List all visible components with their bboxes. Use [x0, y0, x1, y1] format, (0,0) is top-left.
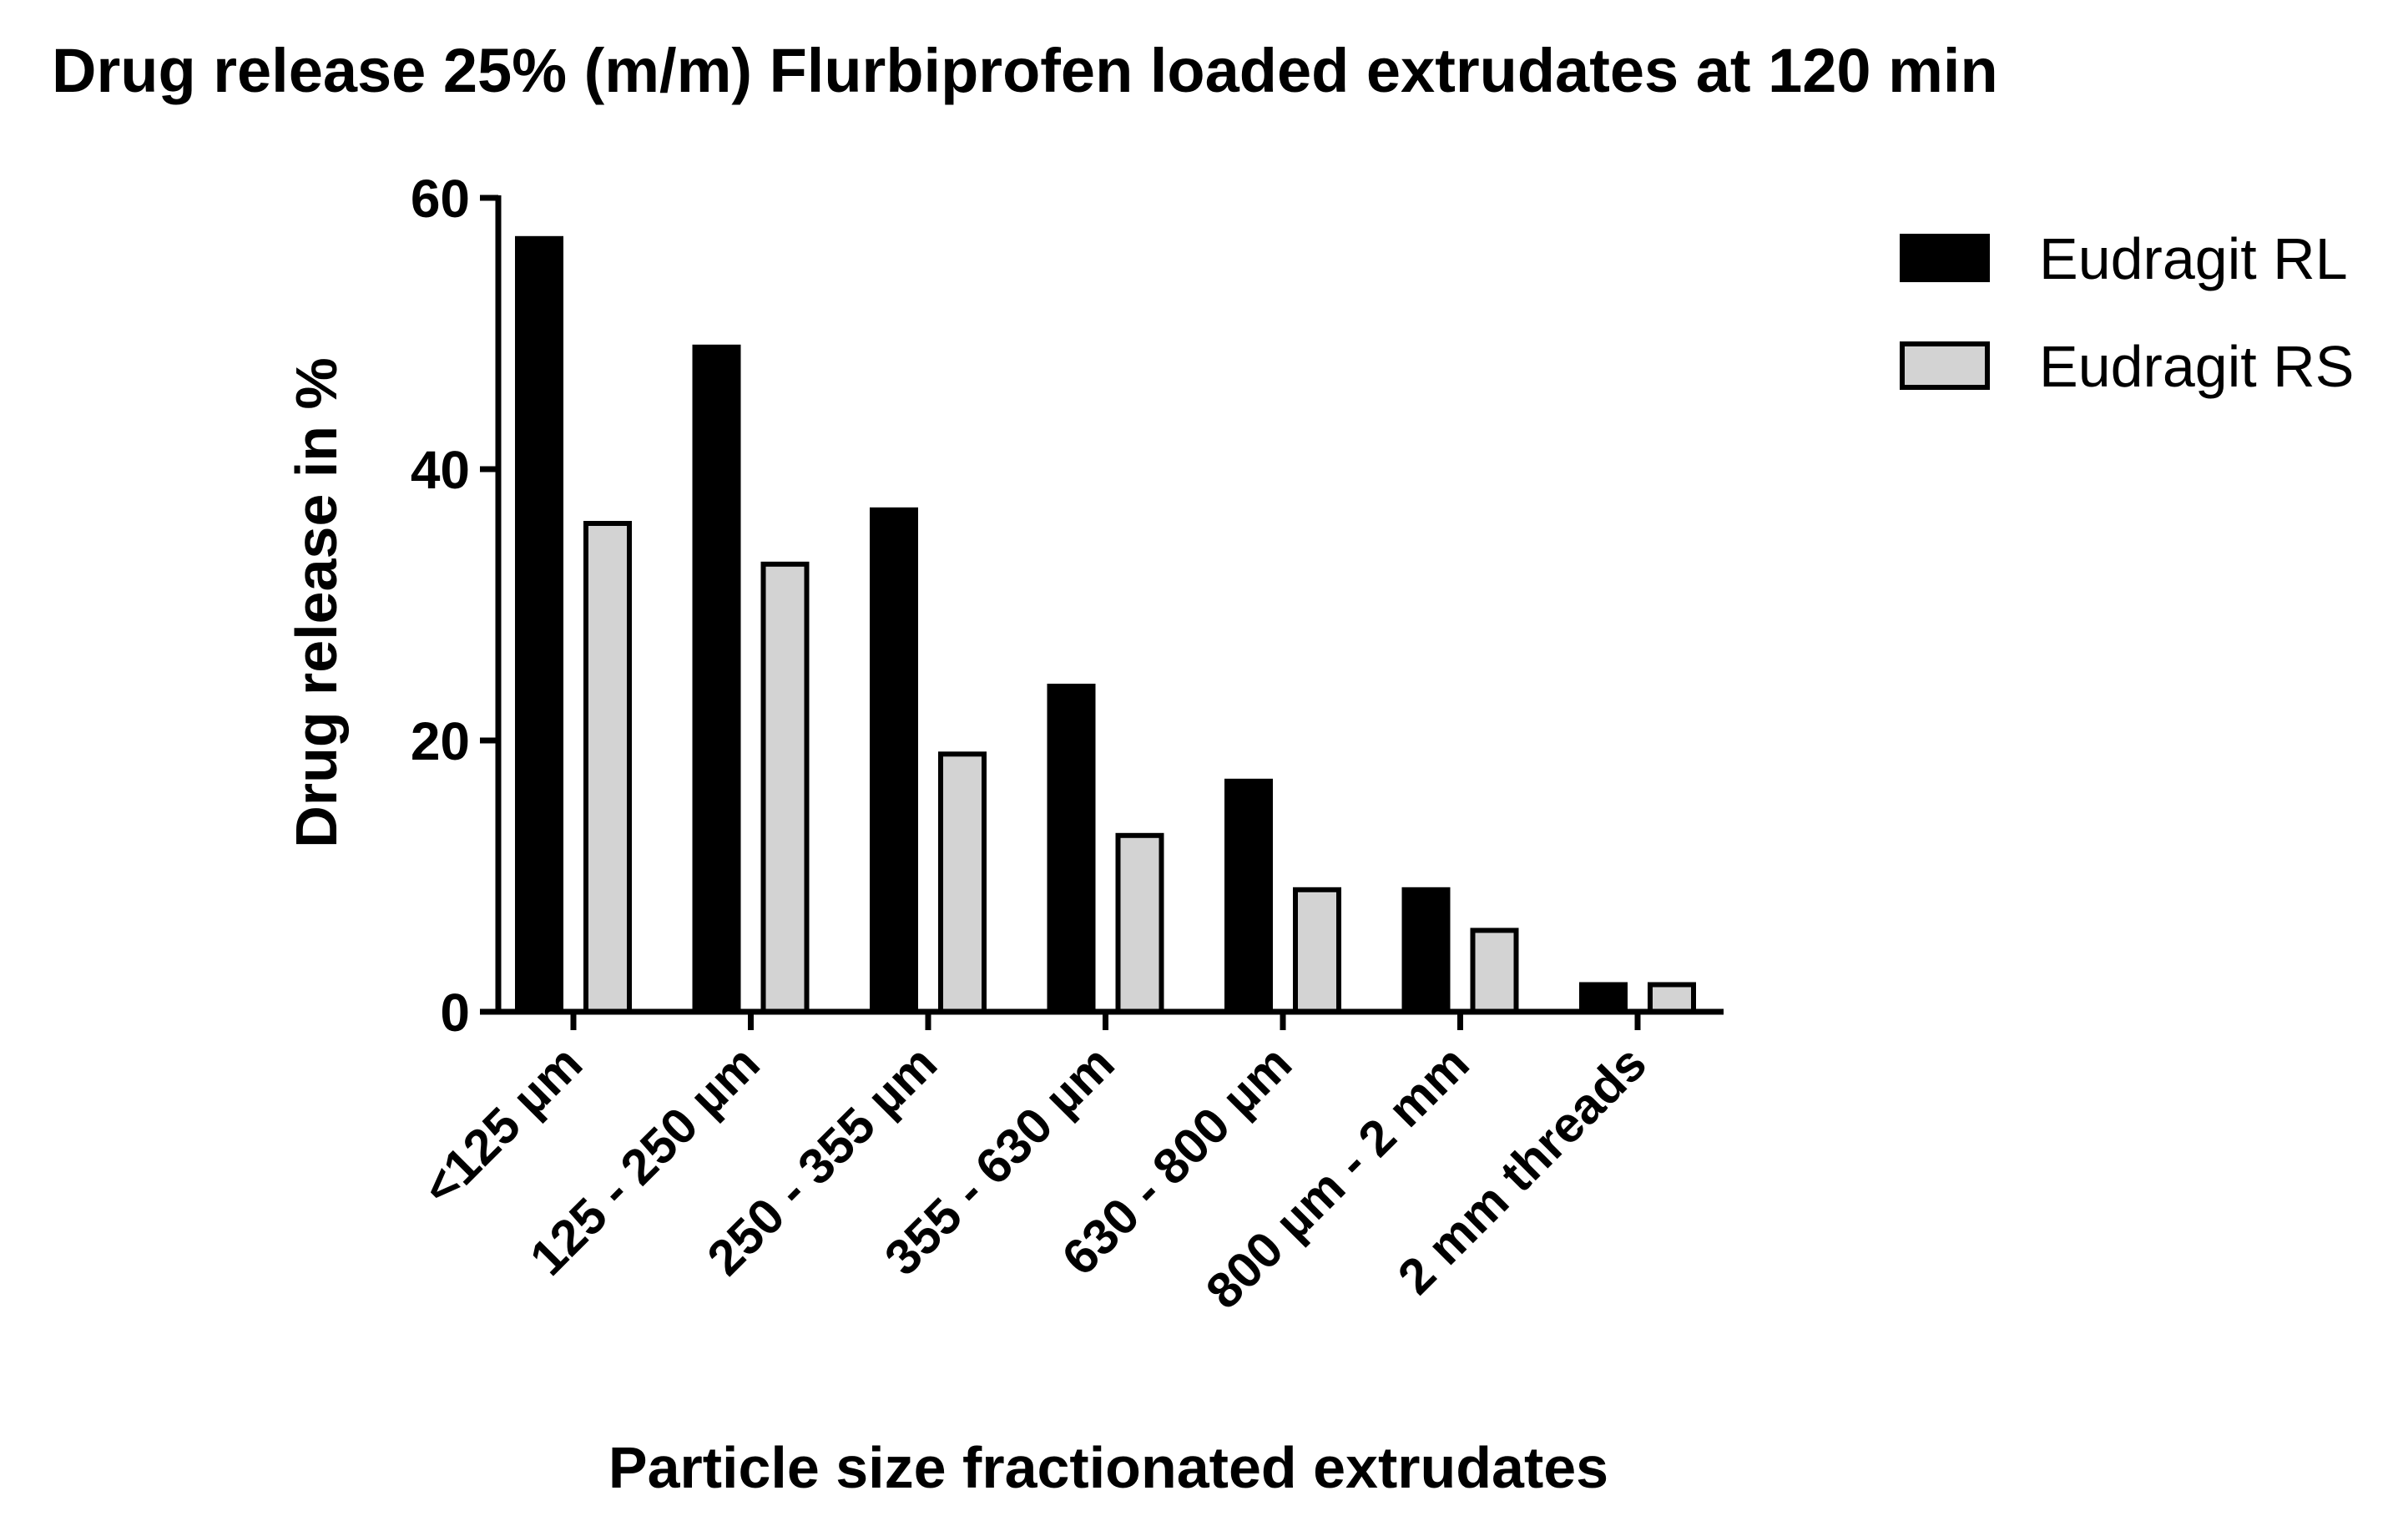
bar-eudragit-rs-4: [1293, 887, 1341, 1015]
legend-swatch-eudragit-rs: [1900, 341, 1990, 390]
x-tick-label: <125 µm: [411, 1035, 593, 1216]
bar-eudragit-rl-4: [1224, 778, 1273, 1015]
legend-label: Eudragit RS: [2039, 334, 2354, 399]
legend-label: Eudragit RL: [2039, 226, 2348, 291]
bar-eudragit-rs-1: [760, 561, 810, 1015]
x-axis-label: Particle size fractionated extrudates: [608, 1435, 1608, 1500]
chart-title: Drug release 25% (m/m) Flurbiprofen load…: [52, 36, 1998, 105]
bar-eudragit-rs-5: [1470, 927, 1519, 1014]
bar-eudragit-rs-6: [1648, 982, 1696, 1014]
legend: Eudragit RL Eudragit RS: [1900, 226, 2354, 399]
bar-eudragit-rl-6: [1579, 982, 1628, 1014]
bar-eudragit-rl-2: [870, 507, 918, 1015]
bar-eudragit-rs-0: [583, 521, 632, 1014]
y-tick-label: 60: [411, 169, 470, 229]
y-axis-label: Drug release in %: [284, 357, 349, 847]
legend-swatch-eudragit-rl: [1900, 234, 1990, 282]
y-tick-label: 0: [440, 983, 470, 1043]
y-tick-label: 20: [411, 711, 470, 771]
y-ticks-group: 0 20 40 60: [411, 169, 498, 1043]
bar-eudragit-rl-3: [1047, 684, 1096, 1014]
bar-eudragit-rs-3: [1115, 832, 1164, 1015]
bar-eudragit-rl-1: [692, 344, 741, 1015]
bar-eudragit-rl-0: [515, 235, 563, 1015]
axes-group: [495, 195, 1724, 1015]
y-tick-label: 40: [411, 440, 470, 500]
bars-group: [515, 235, 1696, 1015]
bar-eudragit-rs-2: [938, 751, 987, 1015]
bar-eudragit-rl-5: [1401, 887, 1451, 1015]
